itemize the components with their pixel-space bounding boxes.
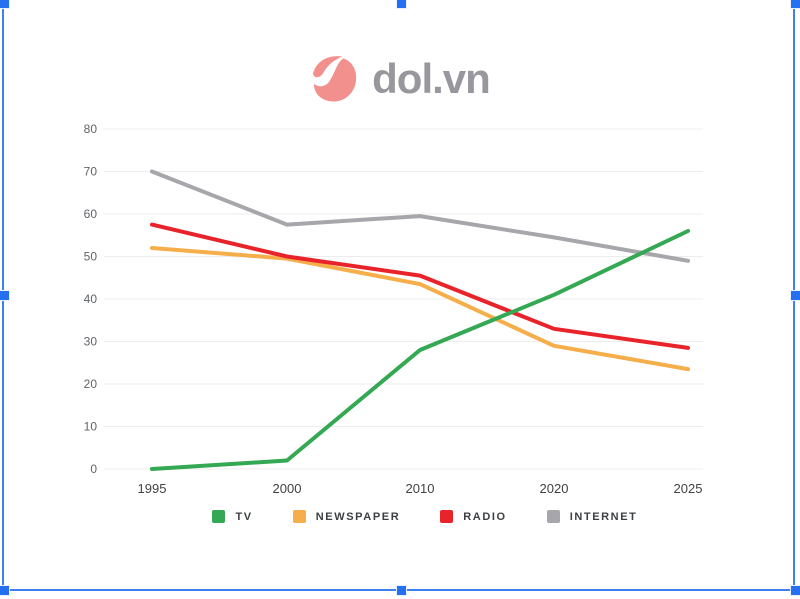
x-tick-label: 2020 [540,481,569,496]
logo: dol.vn [0,48,800,110]
y-tick-label: 80 [84,122,98,136]
legend-item-radio: RADIO [440,510,506,523]
y-tick-label: 20 [84,377,98,391]
x-tick-label: 2025 [674,481,703,496]
selection-handle-top-right[interactable] [790,0,800,9]
y-tick-label: 70 [84,165,98,179]
y-tick-label: 60 [84,207,98,221]
y-tick-label: 30 [84,335,98,349]
y-tick-label: 10 [84,420,98,434]
selection-handle-top-left[interactable] [0,0,10,9]
legend-item-newspaper: NEWSPAPER [292,510,401,523]
y-tick-label: 0 [90,462,97,476]
series-line-tv [150,229,690,471]
selection-handle-bottom-right[interactable] [790,585,800,596]
selection-handle-middle-left[interactable] [0,290,10,301]
logo-text: dol.vn [372,55,491,102]
legend-item-tv: TV [212,510,252,523]
selection-handle-bottom-center[interactable] [396,585,407,596]
y-tick-label: 40 [84,292,98,306]
legend-label: RADIO [463,510,507,523]
legend-swatch-newspaper [292,510,306,523]
legend-item-internet: INTERNET [546,510,638,523]
x-tick-label: 1995 [138,481,167,496]
legend-label: NEWSPAPER [315,510,401,523]
x-tick-label: 2000 [273,481,302,496]
chart-legend: TV NEWSPAPER RADIO INTERNET [0,510,800,523]
legend-label: TV [235,510,253,523]
legend-swatch-tv [212,510,226,523]
series-line-radio [150,222,690,350]
legend-swatch-internet [546,510,560,523]
selection-handle-top-center[interactable] [396,0,407,9]
series-line-internet [150,169,690,263]
x-tick-label: 2010 [406,481,435,496]
legend-label: INTERNET [569,510,638,523]
dol-logo-icon [313,56,357,102]
selection-handle-middle-right[interactable] [790,290,800,301]
selection-handle-bottom-left[interactable] [0,585,10,596]
legend-swatch-radio [440,510,454,523]
y-tick-label: 50 [84,250,98,264]
series-line-newspaper [150,246,690,372]
